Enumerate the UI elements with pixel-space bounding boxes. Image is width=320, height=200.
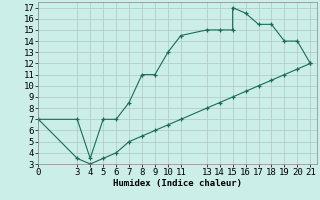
X-axis label: Humidex (Indice chaleur): Humidex (Indice chaleur) — [113, 179, 242, 188]
